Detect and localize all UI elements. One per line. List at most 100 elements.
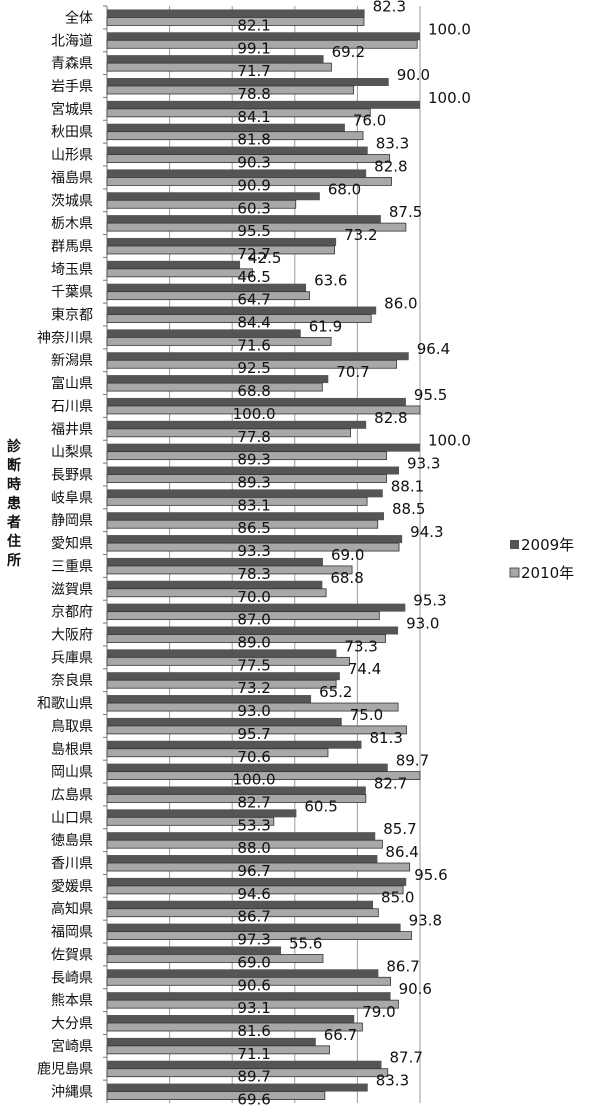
data-label-2009: 93.0 bbox=[406, 614, 439, 632]
category-label: 熊本県 bbox=[51, 993, 93, 1009]
bar-2010 bbox=[106, 885, 404, 895]
data-label-2009: 86.7 bbox=[386, 957, 419, 975]
y-axis-title-char: 断 bbox=[7, 457, 21, 474]
category-label: 福井県 bbox=[51, 422, 93, 438]
data-label-2009: 100.0 bbox=[428, 432, 471, 450]
category-label: 新潟県 bbox=[51, 353, 93, 369]
data-label-2010: 69.0 bbox=[237, 953, 270, 971]
bar-2010 bbox=[106, 62, 332, 72]
bar-2009 bbox=[107, 832, 376, 841]
category-label: 福岡県 bbox=[51, 925, 93, 941]
bar-2010 bbox=[106, 519, 379, 529]
data-label-2009: 93.3 bbox=[407, 455, 440, 473]
data-label-2010: 88.0 bbox=[237, 839, 270, 857]
legend-label: 2009年 bbox=[521, 536, 574, 554]
data-label-2010: 89.0 bbox=[237, 633, 270, 651]
category-label: 埼玉県 bbox=[51, 262, 93, 278]
category-label: 鹿児島県 bbox=[37, 1061, 93, 1078]
category-label: 富山県 bbox=[51, 375, 93, 392]
bar-2009 bbox=[107, 466, 400, 475]
data-label-2009: 82.8 bbox=[374, 409, 407, 427]
data-label-2009: 95.5 bbox=[414, 386, 447, 404]
bar-2009 bbox=[107, 695, 312, 704]
data-label-2009: 60.5 bbox=[304, 797, 337, 815]
bar-2010 bbox=[106, 862, 411, 872]
data-label-2010: 70.0 bbox=[237, 588, 270, 606]
data-label-2010: 70.6 bbox=[237, 748, 270, 766]
bar-2010 bbox=[106, 451, 387, 461]
bar-2010 bbox=[106, 725, 407, 735]
data-label-2010: 93.3 bbox=[237, 542, 270, 560]
data-label-2010: 99.1 bbox=[237, 39, 270, 57]
data-label-2009: 65.2 bbox=[319, 683, 352, 701]
bar-2010 bbox=[106, 999, 399, 1009]
bar-2010 bbox=[106, 474, 387, 483]
category-label: 石川県 bbox=[51, 399, 93, 415]
bar-2010 bbox=[106, 931, 412, 940]
data-label-2010: 71.1 bbox=[237, 1045, 270, 1063]
bar-2010 bbox=[106, 565, 353, 575]
data-label-2009: 93.8 bbox=[409, 912, 442, 930]
category-label: 宮城県 bbox=[51, 102, 93, 118]
data-label-2010: 81.8 bbox=[237, 131, 270, 149]
data-label-2009: 82.3 bbox=[373, 0, 406, 15]
category-label: 香川県 bbox=[51, 856, 93, 872]
data-label-2009: 74.4 bbox=[348, 660, 381, 678]
bar-2010 bbox=[106, 1091, 326, 1100]
data-label-2010: 100.0 bbox=[233, 405, 276, 423]
bar-2009 bbox=[107, 420, 367, 429]
data-label-2009: 70.7 bbox=[336, 363, 369, 381]
bar-2009 bbox=[107, 557, 323, 566]
bar-2009 bbox=[107, 1037, 316, 1046]
data-label-2009: 87.7 bbox=[390, 1049, 423, 1067]
bar-2010 bbox=[106, 268, 253, 278]
data-label-2010: 72.7 bbox=[237, 245, 270, 263]
data-label-2009: 94.3 bbox=[410, 523, 443, 541]
data-label-2010: 89.3 bbox=[237, 451, 270, 469]
bar-2009 bbox=[107, 877, 407, 886]
bar-2009 bbox=[107, 329, 301, 338]
data-label-2009: 90.0 bbox=[397, 66, 430, 84]
data-label-2009: 85.0 bbox=[381, 889, 414, 907]
data-label-2010: 90.6 bbox=[237, 976, 270, 994]
bar-2009 bbox=[107, 603, 406, 612]
category-label: 静岡県 bbox=[51, 513, 93, 529]
data-label-2010: 93.0 bbox=[237, 702, 270, 720]
data-label-2009: 68.0 bbox=[328, 180, 361, 198]
category-label: 兵庫県 bbox=[51, 649, 93, 666]
category-label: 東京都 bbox=[51, 308, 93, 324]
data-label-2009: 69.0 bbox=[331, 546, 364, 564]
category-label: 岩手県 bbox=[51, 79, 93, 95]
data-label-2009: 100.0 bbox=[428, 89, 471, 107]
bar-2009 bbox=[107, 1015, 355, 1024]
data-label-2010: 95.7 bbox=[237, 725, 270, 743]
data-label-2009: 73.3 bbox=[344, 637, 377, 655]
data-label-2010: 71.7 bbox=[237, 62, 270, 80]
data-label-2009: 88.1 bbox=[391, 477, 424, 495]
data-label-2009: 86.0 bbox=[384, 295, 417, 313]
bar-2010 bbox=[106, 542, 400, 552]
bar-2010 bbox=[106, 679, 337, 689]
bar-2009 bbox=[107, 1083, 368, 1092]
bar-2010 bbox=[106, 656, 350, 666]
data-label-2009: 83.3 bbox=[376, 135, 409, 153]
data-label-2010: 64.7 bbox=[237, 291, 270, 309]
bar-2009 bbox=[107, 900, 374, 909]
bar-2009 bbox=[107, 375, 329, 384]
category-label: 鳥取県 bbox=[51, 719, 93, 735]
data-label-2009: 96.4 bbox=[417, 340, 450, 358]
data-label-2009: 95.3 bbox=[413, 592, 446, 610]
bar-2009 bbox=[107, 32, 420, 41]
data-label-2009: 88.5 bbox=[392, 500, 425, 518]
bar-2009 bbox=[107, 237, 337, 246]
bar-2010 bbox=[106, 199, 297, 209]
data-label-2009: 75.0 bbox=[350, 706, 383, 724]
bar-2009 bbox=[107, 443, 420, 452]
data-label-2009: 55.6 bbox=[289, 934, 322, 952]
y-axis-title-char: 診 bbox=[7, 438, 22, 455]
data-label-2009: 82.7 bbox=[374, 774, 407, 792]
data-label-2010: 86.7 bbox=[237, 908, 270, 926]
bar-2010 bbox=[106, 496, 368, 506]
bar-2009 bbox=[107, 146, 368, 155]
bar-2009 bbox=[107, 717, 342, 726]
